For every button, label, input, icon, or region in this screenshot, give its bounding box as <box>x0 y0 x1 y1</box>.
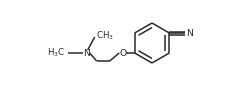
Text: N: N <box>185 28 192 37</box>
Text: CH$_3$: CH$_3$ <box>95 30 113 42</box>
Text: N: N <box>83 49 90 58</box>
Text: O: O <box>118 49 126 58</box>
Text: H$_3$C: H$_3$C <box>47 47 65 59</box>
